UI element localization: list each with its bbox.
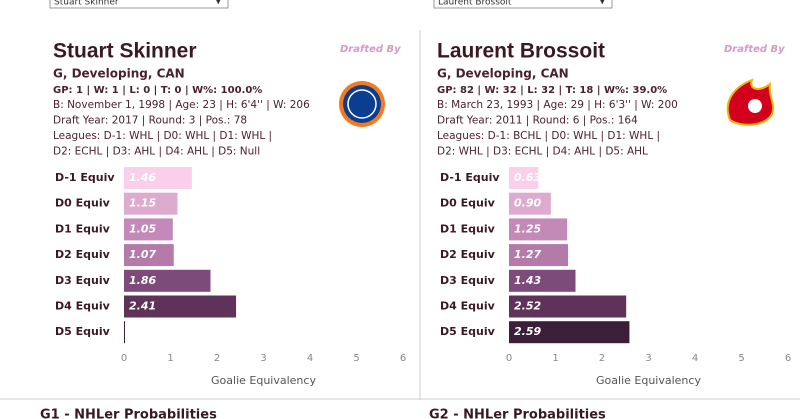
category-label: D2 Equiv bbox=[440, 248, 496, 261]
detail: Leagues: D-1: BCHL | D0: WHL | D1: WHL | bbox=[437, 130, 660, 142]
selector-text: Laurent Brossoit bbox=[438, 0, 512, 8]
x-axis-label: Goalie Equivalency bbox=[596, 374, 701, 387]
value-label: 1.05 bbox=[129, 222, 156, 235]
x-tick-label: 6 bbox=[400, 353, 406, 364]
bar bbox=[509, 167, 539, 189]
category-label: D1 Equiv bbox=[440, 222, 496, 235]
x-tick-label: 6 bbox=[785, 353, 791, 364]
bar bbox=[509, 218, 568, 241]
x-tick-label: 0 bbox=[506, 353, 512, 364]
stats: GP: 82 | W: 32 | L: 32 | T: 18 | W%: 39.… bbox=[437, 85, 667, 96]
probabilities-title: G2 - NHLer Probabilities bbox=[429, 408, 606, 419]
bar bbox=[509, 269, 576, 292]
bar bbox=[124, 192, 178, 215]
category-label: D-1 Equiv bbox=[440, 171, 500, 184]
value-label: 2.59 bbox=[514, 325, 541, 338]
dropdown-arrow: ▾ bbox=[600, 0, 605, 8]
category-label: D4 Equiv bbox=[55, 300, 111, 313]
x-tick-label: 2 bbox=[214, 353, 220, 364]
x-tick-label: 4 bbox=[307, 353, 313, 364]
x-tick-label: 5 bbox=[738, 353, 744, 364]
value-label: 1.07 bbox=[129, 248, 156, 261]
x-tick-label: 0 bbox=[121, 353, 127, 364]
flames-logo bbox=[726, 78, 775, 126]
category-label: D-1 Equiv bbox=[55, 171, 115, 184]
oilers-logo bbox=[339, 81, 385, 127]
drafted-by: Drafted By bbox=[724, 44, 785, 55]
value-label: 2.41 bbox=[129, 300, 156, 313]
x-tick-label: 1 bbox=[167, 353, 173, 364]
player-selector[interactable] bbox=[49, 0, 229, 9]
value-label: 1.43 bbox=[514, 274, 541, 287]
detail: Leagues: D-1: WHL | D0: WHL | D1: WHL | bbox=[53, 130, 272, 142]
category-label: D4 Equiv bbox=[440, 300, 496, 313]
x-tick-label: 5 bbox=[353, 353, 359, 364]
category-label: D1 Equiv bbox=[55, 222, 111, 235]
value-label: 1.25 bbox=[514, 222, 541, 235]
value-label: 1.86 bbox=[129, 274, 156, 287]
x-tick-label: 1 bbox=[552, 353, 558, 364]
stats: GP: 1 | W: 1 | L: 0 | T: 0 | W%: 100.0% bbox=[53, 85, 262, 96]
detail: B: November 1, 1998 | Age: 23 | H: 6'4''… bbox=[53, 99, 310, 111]
detail: D2: WHL | D3: ECHL | D4: AHL | D5: AHL bbox=[437, 146, 648, 158]
x-axis-label: Goalie Equivalency bbox=[211, 374, 316, 387]
category-label: D5 Equiv bbox=[440, 325, 496, 338]
detail: B: March 23, 1993 | Age: 29 | H: 6'3'' |… bbox=[437, 99, 678, 111]
player-selector[interactable] bbox=[433, 0, 613, 9]
x-tick-label: 4 bbox=[692, 353, 698, 364]
probabilities-title: G1 - NHLer Probabilities bbox=[40, 408, 217, 419]
category-label: D0 Equiv bbox=[55, 197, 111, 210]
bar bbox=[509, 295, 627, 318]
x-tick-label: 2 bbox=[599, 353, 605, 364]
bar bbox=[124, 295, 237, 318]
category-label: D3 Equiv bbox=[440, 274, 496, 287]
detail: Draft Year: 2011 | Round: 6 | Pos.: 164 bbox=[437, 115, 638, 127]
x-tick-label: 3 bbox=[260, 353, 266, 364]
selector-text: Stuart Skinner bbox=[54, 0, 119, 8]
bar bbox=[509, 244, 569, 267]
value-label: 0.63 bbox=[514, 171, 541, 184]
dropdown-arrow: ▾ bbox=[216, 0, 221, 8]
x-tick-label: 3 bbox=[645, 353, 651, 364]
category-label: D5 Equiv bbox=[55, 325, 111, 338]
value-label: 1.27 bbox=[514, 248, 541, 261]
category-label: D0 Equiv bbox=[440, 197, 496, 210]
drafted-by: Drafted By bbox=[340, 44, 401, 55]
value-label: 0.90 bbox=[514, 197, 541, 210]
player-name: Laurent Brossoit bbox=[437, 40, 605, 63]
bar bbox=[124, 244, 174, 267]
bar bbox=[124, 321, 125, 344]
bar bbox=[124, 269, 211, 292]
detail: D2: ECHL | D3: AHL | D4: AHL | D5: Null bbox=[53, 146, 260, 158]
detail: Draft Year: 2017 | Round: 3 | Pos.: 78 bbox=[53, 115, 247, 127]
position: G, Developing, CAN bbox=[53, 67, 185, 81]
value-label: 1.46 bbox=[129, 171, 156, 184]
bar bbox=[124, 167, 192, 189]
value-label: 2.52 bbox=[514, 300, 541, 313]
value-label: 1.15 bbox=[129, 197, 156, 210]
bar bbox=[509, 192, 551, 215]
position: G, Developing, CAN bbox=[437, 67, 569, 81]
player-name: Stuart Skinner bbox=[53, 40, 197, 63]
bar bbox=[509, 321, 630, 344]
category-label: D2 Equiv bbox=[55, 248, 111, 261]
bar bbox=[124, 218, 173, 241]
category-label: D3 Equiv bbox=[55, 274, 111, 287]
